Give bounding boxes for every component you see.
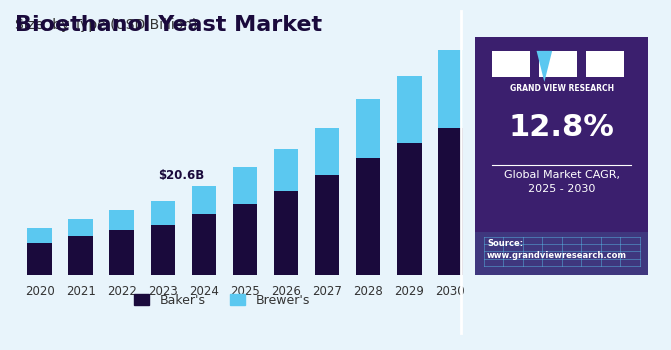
- Point: [519, 264, 527, 268]
- FancyBboxPatch shape: [586, 51, 624, 77]
- Point: [636, 264, 644, 268]
- Bar: [28, 243, 52, 275]
- Point: [519, 235, 527, 239]
- Bar: [475, 232, 648, 275]
- Point: [597, 235, 605, 239]
- Bar: [274, 149, 299, 191]
- Text: Global Market CAGR,
2025 - 2030: Global Market CAGR, 2025 - 2030: [504, 170, 620, 194]
- Text: GRAND VIEW RESEARCH: GRAND VIEW RESEARCH: [510, 84, 614, 93]
- FancyBboxPatch shape: [493, 51, 531, 77]
- Bar: [397, 76, 421, 143]
- Bar: [438, 128, 462, 275]
- Legend: Baker's, Brewer's: Baker's, Brewer's: [130, 289, 315, 312]
- Text: 12.8%: 12.8%: [509, 113, 615, 142]
- Text: Size, by Type (USD Billion): Size, by Type (USD Billion): [15, 18, 197, 32]
- Point: [616, 264, 624, 268]
- Bar: [233, 204, 257, 275]
- Bar: [28, 228, 52, 243]
- Point: [558, 264, 566, 268]
- Bar: [397, 143, 421, 275]
- Point: [480, 264, 488, 268]
- Point: [499, 235, 507, 239]
- Bar: [109, 210, 134, 230]
- Bar: [68, 219, 93, 236]
- Point: [488, 163, 497, 168]
- Point: [558, 235, 566, 239]
- Point: [616, 235, 624, 239]
- Bar: [68, 236, 93, 275]
- Polygon shape: [537, 51, 552, 82]
- Point: [538, 235, 546, 239]
- Point: [538, 264, 546, 268]
- Text: $20.6B: $20.6B: [158, 169, 205, 182]
- Point: [577, 264, 585, 268]
- Bar: [438, 50, 462, 128]
- Bar: [233, 167, 257, 204]
- Bar: [150, 202, 175, 225]
- Bar: [315, 128, 340, 175]
- Bar: [356, 158, 380, 275]
- Point: [597, 264, 605, 268]
- Text: Bioethanol Yeast Market: Bioethanol Yeast Market: [15, 15, 322, 35]
- FancyBboxPatch shape: [539, 51, 577, 77]
- Point: [577, 235, 585, 239]
- Text: Source:
www.grandviewresearch.com: Source: www.grandviewresearch.com: [487, 239, 627, 260]
- Point: [636, 235, 644, 239]
- Point: [480, 235, 488, 239]
- Point: [627, 163, 635, 168]
- Bar: [192, 215, 216, 275]
- Bar: [315, 175, 340, 275]
- Bar: [274, 191, 299, 275]
- Bar: [356, 99, 380, 158]
- Point: [499, 264, 507, 268]
- Bar: [192, 186, 216, 215]
- Bar: [109, 230, 134, 275]
- Bar: [150, 225, 175, 275]
